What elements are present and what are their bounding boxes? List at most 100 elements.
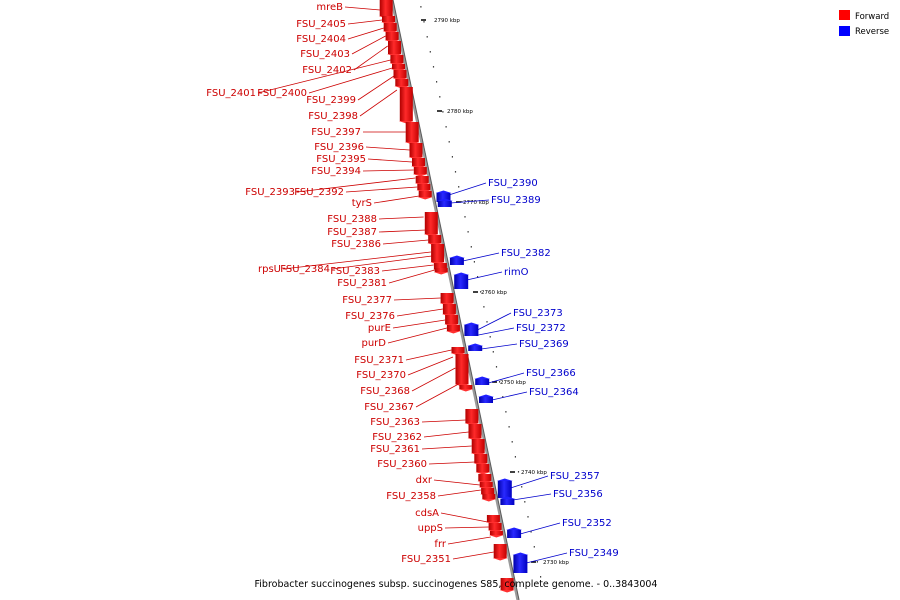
reverse-gene-label: FSU_2373 (477, 308, 563, 331)
reverse-gene-block (453, 272, 470, 289)
reverse-gene-label: rimO (466, 267, 529, 281)
forward-gene-label: FSU_2362 (372, 431, 469, 443)
label-separator: - (259, 88, 263, 99)
reverse-gene-block (435, 190, 452, 202)
legend-swatch-forward (839, 10, 850, 20)
forward-gene-label: frr (434, 536, 491, 550)
forward-gene-label: rpsU (258, 251, 431, 275)
forward-gene-label: FSU_2403 (300, 35, 386, 60)
tick-dot (426, 36, 428, 38)
gene-label: FSU_2386 (331, 239, 381, 250)
gene-label: FSU_2393 (245, 187, 295, 198)
svg-text:2770 kbp: 2770 kbp (463, 200, 489, 206)
gene-label: FSU_2358 (386, 491, 436, 502)
forward-gene-label: FSU_2376 (345, 308, 443, 322)
forward-gene-block (492, 544, 508, 561)
reverse-gene-label: FSU_2366 (488, 368, 576, 384)
forward-gene-block (417, 191, 433, 200)
tick-dot (458, 186, 460, 188)
gene-label: FSU_2366 (526, 368, 576, 379)
forward-gene-label: FSU_2368 (360, 367, 456, 397)
forward-gene-block (408, 143, 424, 160)
forward-gene-block (441, 304, 457, 317)
gene-label: FSU_2400 (257, 88, 307, 99)
forward-gene-label: FSU_2377 (342, 295, 441, 306)
gene-label: FSU_2368 (360, 386, 410, 397)
gene-label: FSU_2361 (370, 444, 420, 455)
reverse-gene-block (463, 322, 480, 336)
forward-gene-block (404, 122, 420, 145)
forward-gene-label: FSU_2370 (356, 356, 454, 381)
forward-gene-block (439, 293, 455, 306)
forward-gene-block (444, 315, 460, 327)
forward-gene-label: FSU_2351 (401, 551, 494, 565)
forward-gene-block (411, 158, 426, 169)
svg-text:2730 kbp: 2730 kbp (543, 560, 569, 566)
tick-2760: 2760 kbp (473, 290, 507, 296)
forward-gene-label: FSU_2394 (311, 166, 414, 177)
gene-label: FSU_2373 (513, 308, 563, 319)
legend-swatch-reverse (839, 26, 850, 36)
gene-label: FSU_2387 (327, 227, 377, 238)
gene-label: FSU_2362 (372, 432, 422, 443)
gene-label: FSU_2384 (280, 264, 330, 275)
reverse-gene-label: FSU_2349 (526, 548, 619, 564)
reverse-gene-label: FSU_2372 (478, 323, 566, 336)
gene-label: FSU_2349 (569, 548, 619, 559)
forward-gene-label: FSU_2367 (364, 383, 459, 413)
tick-2780: 2780 kbp (437, 109, 473, 115)
tick-dot (492, 351, 494, 353)
forward-gene-block (378, 0, 394, 19)
gene-label: FSU_2372 (516, 323, 566, 334)
forward-gene-label: uppS (418, 523, 489, 534)
forward-gene-block (473, 454, 489, 466)
svg-text:2740 kbp: 2740 kbp (521, 470, 547, 476)
gene-label: FSU_2363 (370, 417, 420, 428)
gene-label: mreB (316, 2, 343, 13)
gene-label: FSU_2352 (562, 518, 612, 529)
tick-dot (445, 126, 447, 128)
forward-gene-label: FSU_2371 (354, 349, 452, 366)
reverse-gene-block (474, 376, 491, 385)
tick-dot (511, 441, 513, 443)
forward-gene-label: FSU_2360 (377, 459, 476, 470)
gene-labels: mreB FSU_2405 FSU_2404 FSU_2403 FSU_2402 FSU_… (206, 2, 618, 565)
forward-gene-label: FSU_2388 (327, 214, 424, 225)
gene-label: FSU_2357 (550, 471, 600, 482)
forward-gene-label: FSU_2404 (296, 27, 385, 45)
tick-dot (517, 471, 520, 473)
gene-label: frr (434, 539, 446, 550)
tick-dot (448, 141, 450, 143)
gene-label: FSU_2405 (296, 19, 346, 30)
svg-text:2780 kbp: 2780 kbp (447, 109, 473, 115)
forward-gene-block (382, 23, 398, 34)
tick-dot (451, 156, 453, 158)
gene-label: purE (368, 323, 391, 334)
forward-gene-block (398, 87, 414, 124)
forward-gene-block (481, 494, 497, 502)
forward-gene-block (470, 439, 486, 456)
forward-gene-block (433, 268, 449, 275)
forward-gene-block (464, 409, 480, 426)
gene-label: FSU_2390 (488, 178, 538, 189)
forward-gene-block (387, 41, 402, 57)
gene-label: FSU_2377 (342, 295, 392, 306)
gene-label: FSU_2402 (302, 65, 352, 76)
reverse-gene-label: FSU_2369 (481, 339, 569, 350)
tick-2730: 2730 kbp (531, 560, 569, 566)
forward-gene-block (499, 578, 515, 593)
tick-dot (536, 561, 538, 563)
forward-gene-label: FSU_2398 (308, 89, 398, 122)
gene-label: FSU_2382 (501, 248, 551, 259)
label-separator: - (296, 187, 300, 198)
forward-gene-label: FSU_2361 (370, 444, 472, 455)
tick-dot (464, 216, 466, 218)
reverse-gene-label: FSU_2357 (510, 471, 600, 489)
gene-label: cdsA (415, 508, 439, 519)
reverse-gene-block (506, 527, 523, 538)
gene-label: FSU_2389 (491, 195, 541, 206)
gene-label: FSU_2351 (401, 554, 451, 565)
tick-dot (473, 261, 475, 263)
tick-dot (442, 111, 444, 113)
